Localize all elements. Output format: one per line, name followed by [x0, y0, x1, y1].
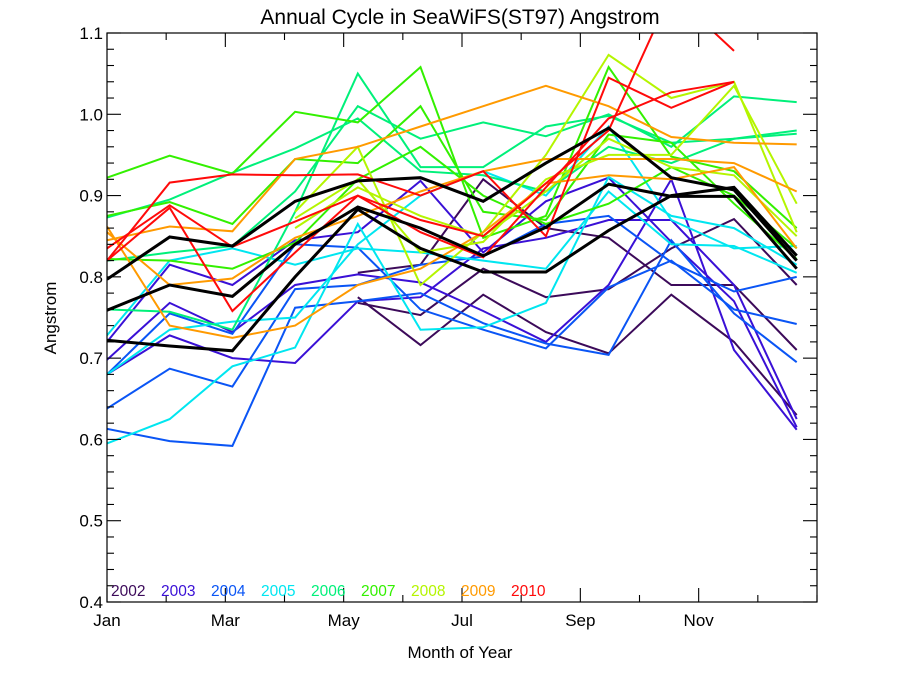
- series-line-2005: [107, 175, 798, 445]
- legend-entry-2010: 2010: [511, 583, 546, 600]
- series-line-2009: [107, 84, 797, 242]
- series-line-2004: [107, 238, 798, 447]
- y-axis: 0.4 0.5 0.6 0.7 0.8 0.9 1.0 1.1: [79, 24, 817, 612]
- plot-frame: [106, 32, 818, 603]
- series-line-2010: [107, 33, 735, 313]
- y-tick-label: 0.5: [79, 512, 103, 531]
- legend-entry-2007: 2007: [361, 583, 395, 600]
- legend-entry-2006: 2006: [311, 583, 345, 600]
- series-line-2008: [294, 53, 798, 287]
- series-line-2003: [107, 176, 798, 428]
- legend-entry-2008: 2008: [411, 583, 445, 600]
- series-line-2002: [357, 293, 798, 416]
- series-line-2009: [107, 166, 798, 339]
- series-line-2010: [107, 76, 735, 262]
- series-line-2004: [107, 243, 797, 376]
- y-tick-label: 0.9: [79, 187, 103, 206]
- chart-title: Annual Cycle in SeaWiFS(ST97) Angstrom: [260, 6, 659, 29]
- series-line-mean-lower: [107, 185, 798, 353]
- series-line-2008: [294, 137, 798, 238]
- x-axis-label: Month of Year: [408, 643, 513, 662]
- y-tick-label: 1.1: [79, 24, 103, 43]
- series-line-2002: [357, 217, 798, 317]
- series-layer: [107, 33, 798, 447]
- y-tick-label: 0.8: [79, 268, 103, 287]
- y-tick-label: 0.4: [79, 593, 103, 612]
- legend: 2002 2003 2004 2005 2006 2007 2008 2009 2010: [111, 583, 546, 600]
- y-tick-label: 0.6: [79, 430, 103, 449]
- series-line-mean-upper: [107, 126, 798, 281]
- series-line-2007: [107, 104, 798, 260]
- x-tick-label: May: [328, 611, 361, 630]
- legend-entry-2004: 2004: [211, 583, 246, 600]
- series-line-2010: [107, 80, 735, 259]
- series-line-2005: [107, 190, 798, 337]
- legend-entry-2002: 2002: [111, 583, 145, 600]
- legend-entry-2009: 2009: [461, 583, 495, 600]
- legend-entry-2003: 2003: [161, 583, 195, 600]
- series-line-2009: [107, 158, 798, 287]
- x-axis: Jan Mar May Jul Sep Nov: [93, 33, 818, 630]
- y-tick-label: 0.7: [79, 349, 103, 368]
- x-tick-label: Jul: [451, 611, 473, 630]
- x-tick-label: Jan: [93, 611, 120, 630]
- x-tick-label: Nov: [684, 611, 715, 630]
- x-tick-label: Mar: [211, 611, 241, 630]
- y-axis-label: Angstrom: [41, 282, 60, 355]
- x-tick-label: Sep: [565, 611, 595, 630]
- y-tick-label: 1.0: [79, 105, 103, 124]
- series-line-2006: [107, 95, 797, 262]
- series-line-2007: [107, 145, 798, 270]
- series-line-mean: [107, 182, 798, 312]
- legend-entry-2005: 2005: [261, 583, 295, 600]
- series-line-2003: [107, 219, 798, 420]
